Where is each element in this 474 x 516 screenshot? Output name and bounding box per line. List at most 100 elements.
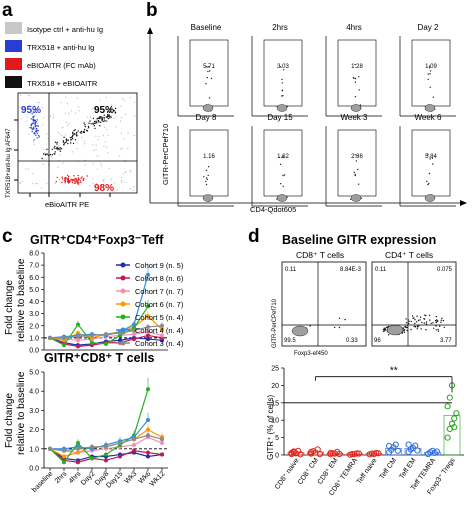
- x-tick-label: Wk12: [149, 470, 167, 488]
- y-tick-label: 10: [271, 418, 279, 425]
- event-dot: [429, 319, 431, 321]
- event-dot: [427, 183, 429, 186]
- event-dot: [354, 77, 357, 80]
- event-dot: [86, 128, 89, 130]
- event-dot: [53, 147, 55, 149]
- event-dot: [385, 326, 388, 329]
- mean-bar: [326, 453, 344, 456]
- data-point: [160, 452, 164, 457]
- event-dot: [205, 83, 207, 85]
- event-dot: [436, 320, 439, 323]
- data-point: [414, 447, 421, 454]
- event-dot: [208, 97, 211, 99]
- flow-plot-value: 1.28: [351, 64, 363, 70]
- event-dot: [66, 124, 69, 126]
- event-dot: [61, 127, 63, 129]
- y-tick-label: 2.0: [29, 323, 39, 330]
- data-point: [160, 323, 164, 328]
- event-dot: [71, 178, 73, 181]
- event-dot: [286, 105, 289, 108]
- event-dot: [414, 325, 417, 328]
- event-dot: [282, 174, 284, 177]
- event-dot: [106, 120, 109, 122]
- event-dot: [82, 178, 85, 180]
- panel-a-legend: Isotype ctrl + anti-hu Ig TRX518 + anti-…: [5, 22, 103, 88]
- event-dot: [358, 76, 360, 78]
- event-dot: [42, 163, 44, 165]
- panel-letter-d: d: [248, 226, 260, 247]
- event-dot: [36, 132, 39, 135]
- event-dot: [79, 131, 82, 133]
- event-dot: [127, 132, 129, 134]
- cd8-quad-ul: 0.11: [285, 267, 297, 273]
- event-dot: [426, 180, 428, 183]
- data-point: [146, 450, 150, 455]
- event-dot: [203, 176, 205, 178]
- event-dot: [429, 158, 431, 160]
- panel-d-cd4-flow: 0.11 0.075 96 3.77: [371, 261, 457, 347]
- event-dot: [77, 130, 79, 132]
- event-dot: [93, 122, 96, 125]
- event-dot: [93, 107, 95, 109]
- event-dot: [354, 174, 356, 177]
- event-dot: [31, 113, 33, 115]
- event-dot: [423, 318, 425, 320]
- event-dot: [99, 99, 101, 101]
- event-dot: [205, 169, 208, 172]
- event-dot: [427, 78, 429, 81]
- event-dot: [88, 122, 90, 124]
- event-dot: [58, 147, 60, 150]
- event-dot: [77, 177, 80, 179]
- event-dot: [62, 180, 64, 182]
- event-dot: [103, 145, 105, 147]
- event-dot: [74, 180, 76, 182]
- event-dot: [29, 95, 31, 97]
- event-dot: [37, 129, 39, 132]
- event-dot: [425, 321, 428, 323]
- event-dot: [32, 122, 35, 124]
- event-dot: [205, 180, 207, 183]
- event-dot: [96, 168, 99, 170]
- event-dot: [405, 322, 408, 324]
- event-dot: [107, 111, 109, 113]
- event-dot: [99, 117, 101, 120]
- event-dot: [81, 136, 83, 139]
- data-point: [132, 337, 136, 342]
- data-point: [76, 446, 80, 451]
- flow-plot-value: 5.71: [203, 64, 215, 70]
- event-dot: [99, 125, 101, 127]
- event-dot: [129, 170, 131, 172]
- data-point: [146, 272, 150, 277]
- event-dot: [357, 168, 359, 171]
- event-dot: [19, 182, 21, 184]
- event-dot: [90, 116, 92, 118]
- event-dot: [420, 328, 422, 330]
- event-dot: [121, 181, 123, 183]
- event-dot: [358, 89, 360, 91]
- mean-bar: [443, 415, 461, 456]
- event-dot: [436, 319, 438, 321]
- event-dot: [205, 183, 208, 186]
- data-point: [146, 433, 150, 438]
- event-dot: [429, 70, 432, 72]
- flow-plot-title: Baseline: [191, 23, 222, 32]
- data-point: [444, 403, 451, 410]
- event-cluster: [202, 104, 214, 112]
- event-cluster: [291, 325, 309, 337]
- event-dot: [32, 126, 35, 129]
- event-dot: [64, 112, 66, 114]
- event-dot: [70, 142, 72, 144]
- event-dot: [32, 111, 35, 113]
- event-dot: [74, 139, 77, 141]
- event-dot: [103, 179, 105, 181]
- event-dot: [98, 155, 100, 157]
- event-dot: [103, 114, 105, 116]
- flow-plot: Day 2 1.09: [399, 23, 456, 117]
- event-dot: [430, 322, 432, 324]
- event-dot: [33, 118, 35, 121]
- flow-plot-title: 2hrs: [272, 23, 288, 32]
- event-dot: [73, 175, 75, 177]
- flow-plot-gate: [337, 39, 377, 107]
- event-dot: [125, 113, 127, 115]
- event-dot: [93, 125, 96, 127]
